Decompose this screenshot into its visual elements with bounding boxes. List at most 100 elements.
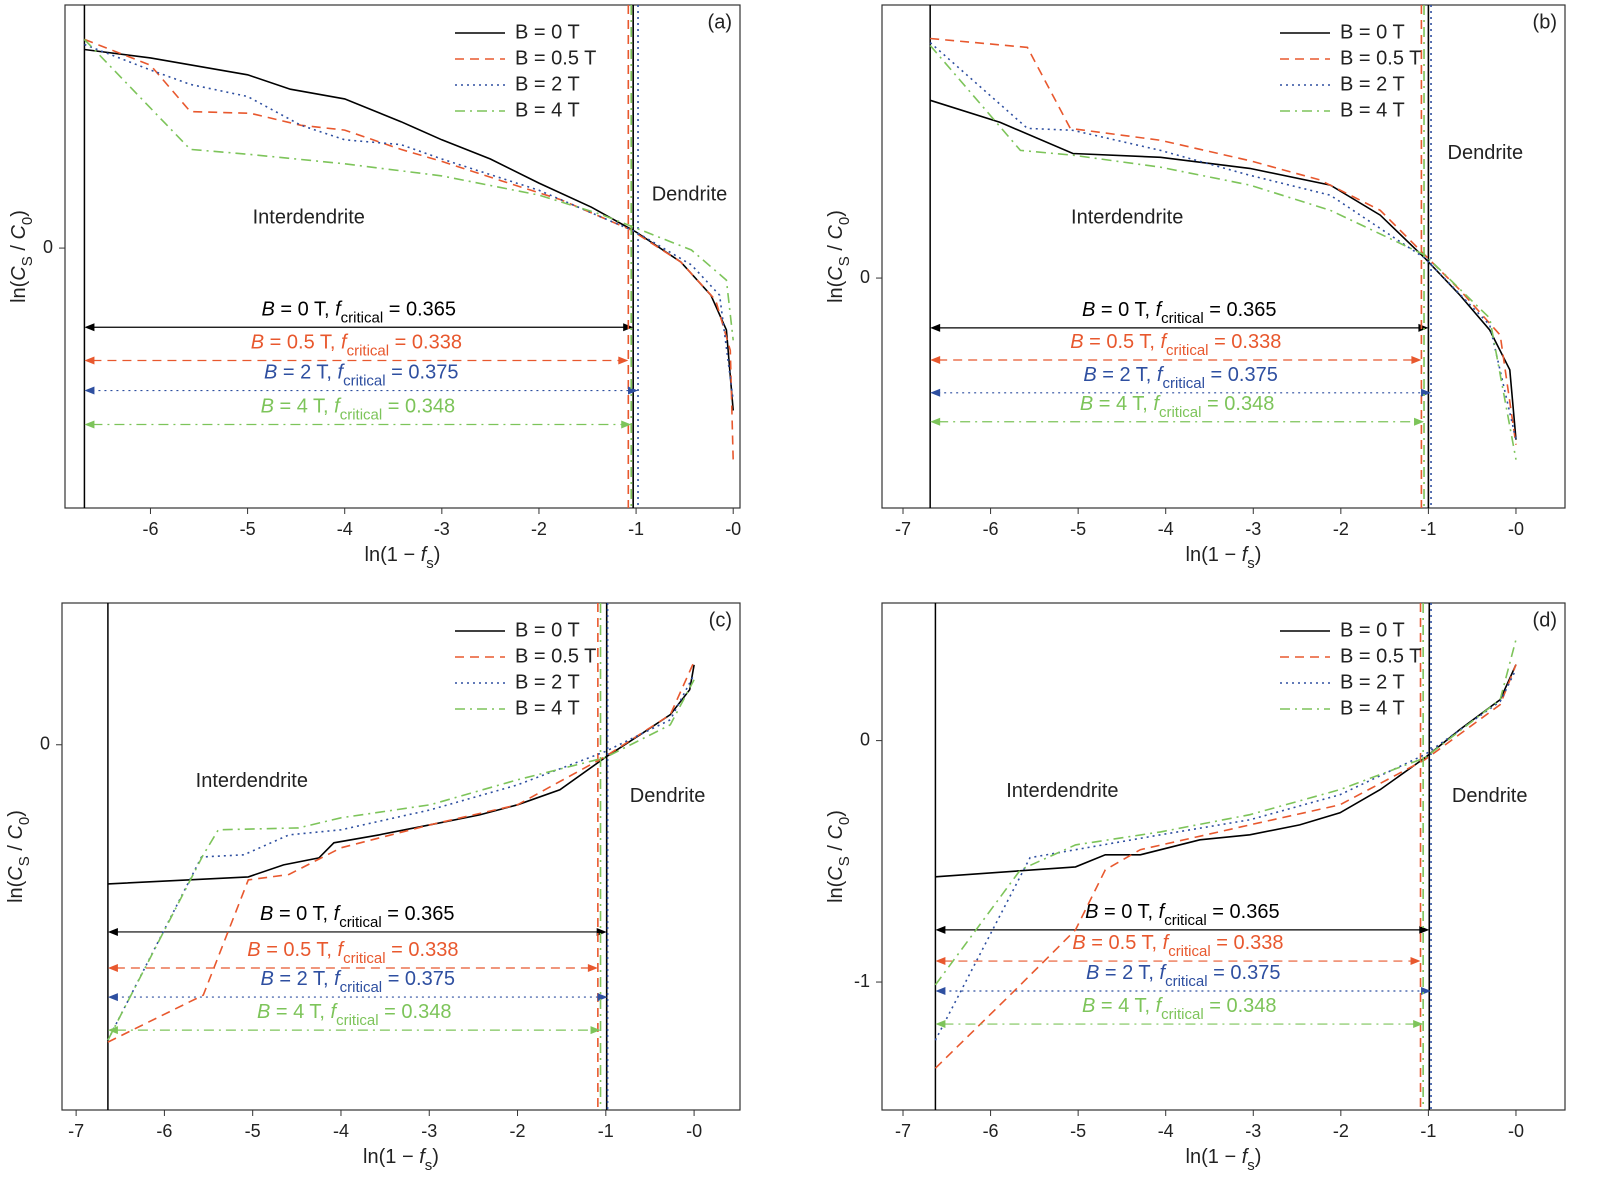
x-tick-label: -1: [1420, 519, 1436, 539]
x-tick-label: -3: [434, 519, 450, 539]
legend-label: B = 4 T: [1340, 99, 1405, 121]
critical-label-part: = 0 T,: [1095, 299, 1155, 321]
x-axis-label-part: s: [425, 1157, 433, 1174]
critical-label-part: critical: [340, 980, 383, 997]
x-tick-label: -5: [1070, 1121, 1086, 1141]
y-axis-label-part: /: [8, 240, 30, 257]
arrow-head: [935, 986, 946, 995]
x-tick-label: -3: [1245, 519, 1261, 539]
y-axis-label-part: C: [8, 266, 30, 281]
arrow-head: [84, 323, 95, 332]
region-label: Interdendrite: [196, 770, 308, 792]
critical-label: B = 4 T, fcritical = 0.348: [261, 396, 456, 424]
critical-label-part: critical: [1161, 1007, 1204, 1024]
panel-label: (d): [1533, 609, 1557, 631]
panel-label: (c): [709, 609, 732, 631]
arrow-head: [621, 420, 632, 429]
critical-label-part: f: [1163, 932, 1171, 954]
region-label: Interdendrite: [1071, 206, 1183, 228]
region-label: Interdendrite: [253, 206, 365, 228]
y-axis-label-part: /: [825, 240, 847, 257]
y-axis-label-part: 0: [836, 817, 853, 825]
critical-label-part: critical: [1165, 973, 1208, 990]
x-axis-label-part: s: [426, 555, 434, 572]
critical-label-part: B: [1070, 331, 1083, 353]
arrow-head: [930, 388, 941, 397]
x-axis-label: ln(1 − fs): [365, 544, 441, 572]
x-tick-label: -1: [628, 519, 644, 539]
critical-label: B = 0.5 T, fcritical = 0.338: [1070, 331, 1281, 359]
y-axis-label-part: ): [8, 210, 30, 217]
arrow-head: [618, 356, 629, 365]
region-label: Dendrite: [630, 785, 706, 807]
arrow-head: [1411, 355, 1422, 364]
y-axis-label-part: ln(: [825, 880, 847, 903]
arrow-head: [596, 927, 607, 936]
data-line: [929, 42, 1517, 440]
y-axis-label: ln(CS / C0): [8, 210, 36, 303]
x-tick-label: -2: [1333, 1121, 1349, 1141]
plot-frame: [881, 602, 1566, 1111]
x-tick-label: -0: [686, 1121, 702, 1141]
x-axis-label-part: ln(1 −: [1186, 544, 1242, 566]
critical-label-part: = 0.338: [389, 332, 462, 354]
critical-label: B = 2 T, fcritical = 0.375: [1086, 962, 1281, 990]
arrow-head: [107, 927, 118, 936]
legend-label: B = 2 T: [1340, 671, 1405, 693]
x-tick-label: -4: [337, 519, 353, 539]
y-axis-label-part: 0: [836, 217, 853, 225]
critical-label-part: f: [334, 968, 342, 990]
critical-label: B = 0 T, fcritical = 0.365: [1085, 901, 1280, 929]
critical-label-part: f: [1156, 995, 1164, 1017]
x-tick-label: -6: [156, 1121, 172, 1141]
y-axis-label-part: S: [836, 856, 853, 866]
critical-label-part: = 0.338: [386, 939, 459, 961]
y-tick-label: 0: [40, 734, 50, 754]
arrow-head: [107, 963, 118, 972]
data-line: [107, 679, 695, 1041]
y-axis-label-part: /: [5, 840, 27, 857]
x-tick-label: -3: [1245, 1121, 1261, 1141]
critical-label-part: f: [334, 903, 342, 925]
x-axis-label-part: ): [1255, 544, 1262, 566]
x-tick-label: -2: [510, 1121, 526, 1141]
x-tick-label: -6: [142, 519, 158, 539]
x-axis-label-part: ln(1 −: [365, 544, 421, 566]
critical-label-part: critical: [340, 407, 383, 424]
critical-label-part: B: [251, 332, 264, 354]
critical-label-part: = 2 T,: [277, 362, 337, 384]
critical-label-part: B: [1082, 995, 1095, 1017]
x-axis-label-part: s: [1247, 1157, 1255, 1174]
y-axis-label-part: ): [825, 210, 847, 217]
arrow-head: [1419, 925, 1430, 934]
y-axis-label-part: C: [8, 225, 30, 240]
panel-label: (b): [1533, 11, 1557, 33]
arrow-head: [930, 417, 941, 426]
x-axis-label-part: f: [1242, 1146, 1250, 1168]
critical-label: B = 4 T, fcritical = 0.348: [1080, 393, 1275, 421]
arrow-head: [1414, 417, 1425, 426]
x-tick-label: -5: [1070, 519, 1086, 539]
critical-label-part: = 0.375: [382, 968, 455, 990]
y-tick-label: 0: [860, 267, 870, 287]
critical-label-part: critical: [1166, 342, 1209, 359]
data-line: [934, 664, 1517, 1069]
critical-label: B = 0 T, fcritical = 0.365: [1082, 299, 1277, 327]
legend-label: B = 0.5 T: [1340, 47, 1421, 69]
critical-label-part: = 0.5 T,: [264, 332, 341, 354]
critical-label-part: B: [260, 968, 273, 990]
legend-label: B = 0.5 T: [1340, 645, 1421, 667]
data-line: [934, 639, 1517, 986]
critical-label-part: = 2 T,: [274, 968, 334, 990]
legend-label: B = 0 T: [1340, 619, 1405, 641]
y-axis-label-part: S: [836, 256, 853, 266]
x-axis-label-part: ): [434, 544, 441, 566]
y-axis-label-part: ): [5, 810, 27, 817]
legend-label: B = 2 T: [515, 671, 580, 693]
arrow-head: [84, 356, 95, 365]
y-axis-label: ln(CS / C0): [5, 810, 33, 903]
critical-label-part: f: [331, 1001, 339, 1023]
